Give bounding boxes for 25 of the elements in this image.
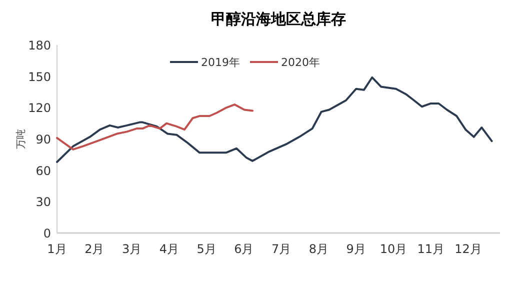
y-tick-label: 30 bbox=[36, 195, 51, 210]
legend-label: 2019年 bbox=[201, 56, 240, 69]
y-tick-label: 60 bbox=[36, 164, 51, 178]
y-axis-title: 万吨 bbox=[15, 129, 27, 149]
y-tick-label: 0 bbox=[43, 226, 51, 240]
line-series bbox=[56, 104, 254, 150]
x-tick-label: 7月 bbox=[271, 242, 292, 256]
x-tick-label: 8月 bbox=[308, 242, 329, 256]
x-tick-label: 11月 bbox=[417, 242, 444, 256]
x-tick-label: 10月 bbox=[380, 242, 408, 256]
x-tick-label: 12月 bbox=[454, 242, 482, 256]
x-tick-label: 5月 bbox=[196, 242, 216, 256]
chart-title: 甲醇沿海地区总库存 bbox=[211, 10, 346, 28]
x-tick-label: 4月 bbox=[159, 242, 179, 256]
line-series bbox=[56, 76, 493, 163]
x-tick-label: 6月 bbox=[234, 242, 254, 256]
y-tick-label: 150 bbox=[28, 70, 51, 84]
y-tick-label: 120 bbox=[28, 101, 51, 116]
x-tick-label: 1月 bbox=[47, 242, 67, 256]
y-tick-label: 180 bbox=[28, 38, 51, 52]
y-tick-label: 90 bbox=[36, 132, 51, 146]
x-tick-label: 9月 bbox=[346, 242, 366, 256]
legend-label: 2020年 bbox=[281, 56, 320, 69]
x-tick-label: 3月 bbox=[122, 242, 142, 256]
x-tick-label: 2月 bbox=[84, 242, 104, 256]
